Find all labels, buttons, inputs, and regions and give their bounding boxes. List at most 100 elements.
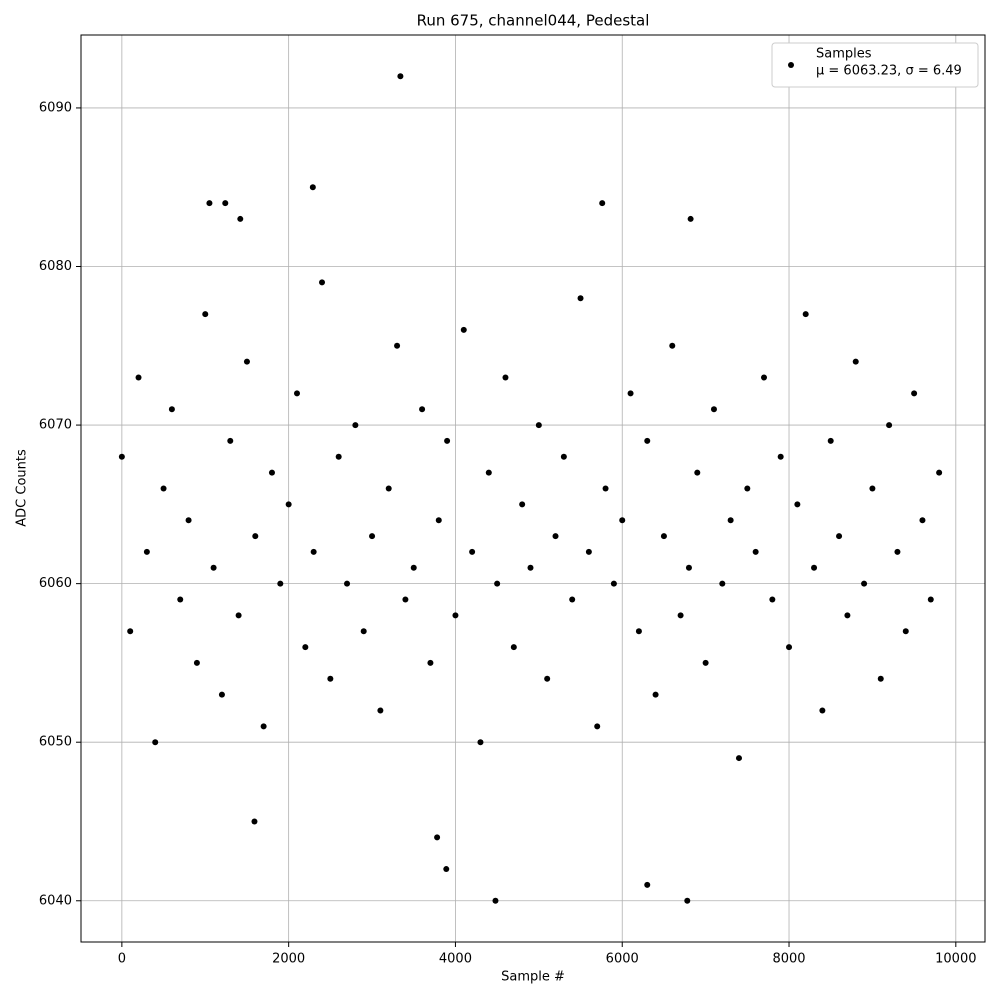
point [385,485,392,492]
point [702,659,709,666]
point [237,215,244,222]
point [218,691,225,698]
point [802,311,809,318]
x-tick-label: 0 [118,952,126,967]
point [460,326,467,333]
y-tick-label: 6040 [39,893,72,908]
point [652,691,659,698]
point [569,596,576,603]
point [252,533,259,540]
point [202,311,209,318]
y-tick-label: 6080 [39,259,72,274]
point [527,564,534,571]
point [619,517,626,524]
point [143,548,150,555]
plot-frame [80,34,986,943]
point [677,612,684,619]
point [777,453,784,460]
point [794,501,801,508]
point [427,659,434,666]
point [577,295,584,302]
point [585,548,592,555]
point [444,437,451,444]
point [644,437,651,444]
point [610,580,617,587]
point [544,675,551,682]
point [894,548,901,555]
legend-label: Samples [816,47,872,62]
point [844,612,851,619]
point [243,358,250,365]
point [443,866,450,873]
point [494,580,501,587]
point [869,485,876,492]
x-tick-label: 2000 [272,952,305,967]
point [502,374,509,381]
point [469,548,476,555]
point [168,406,175,413]
legend-label: μ = 6063.23, σ = 6.49 [816,64,962,79]
point [118,453,125,460]
point [277,580,284,587]
legend-marker [788,62,794,68]
point [660,533,667,540]
point [836,533,843,540]
point [599,200,606,207]
point [635,628,642,635]
point [761,374,768,381]
point [397,73,404,80]
legend-box [771,42,979,88]
point [293,390,300,397]
point [434,834,441,841]
y-axis-label: ADC Counts [15,449,30,527]
point [369,533,376,540]
point [877,675,884,682]
point [485,469,492,476]
point [719,580,726,587]
point [886,422,893,429]
point [852,358,859,365]
point [927,596,934,603]
point [727,517,734,524]
x-tick-label: 4000 [439,952,472,967]
point [260,723,267,730]
point [911,390,918,397]
point [710,406,717,413]
point [135,374,142,381]
point [222,200,229,207]
point [360,628,367,635]
point [302,644,309,651]
point [687,215,694,222]
point [377,707,384,714]
point [210,564,217,571]
point [309,184,316,191]
point [152,739,159,746]
point [684,897,691,904]
point [477,739,484,746]
point [352,422,359,429]
point [735,755,742,762]
point [819,707,826,714]
point [594,723,601,730]
y-tick-label: 6090 [39,100,72,115]
point [435,517,442,524]
point [344,580,351,587]
point [627,390,634,397]
x-tick-label: 10000 [935,952,976,967]
x-tick-label: 8000 [772,952,805,967]
point [694,469,701,476]
chart-title: Run 675, channel044, Pedestal [417,12,650,30]
point [310,548,317,555]
point [235,612,242,619]
point [268,469,275,476]
point [185,517,192,524]
point [419,406,426,413]
point [227,437,234,444]
point [492,897,499,904]
point [552,533,559,540]
point [902,628,909,635]
point [602,485,609,492]
point [410,564,417,571]
